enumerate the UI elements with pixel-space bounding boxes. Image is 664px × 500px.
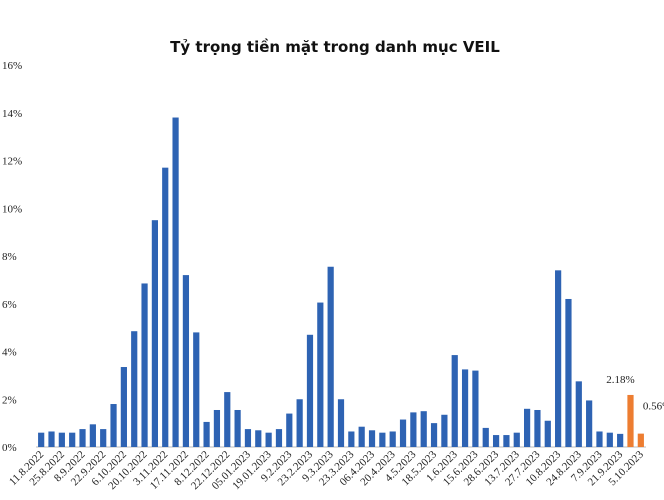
bar — [503, 435, 510, 447]
bar — [182, 275, 190, 447]
bar — [203, 421, 210, 447]
bar — [586, 400, 593, 447]
bar — [358, 426, 365, 447]
bar — [555, 270, 562, 447]
chart-title: Tỷ trọng tiền mặt trong danh mục VEIL — [170, 37, 500, 56]
bar — [172, 117, 179, 448]
bar — [513, 432, 520, 447]
bar — [162, 167, 169, 447]
bar — [348, 431, 355, 447]
bar — [224, 392, 231, 447]
bar — [110, 404, 117, 447]
bar — [38, 432, 45, 447]
y-tick-label: 16% — [2, 60, 22, 72]
bar — [286, 413, 293, 447]
bar — [275, 429, 283, 447]
bar — [193, 332, 200, 447]
y-tick-label: 8% — [2, 251, 17, 263]
data-label: 2.18% — [606, 374, 634, 386]
bar — [120, 367, 127, 447]
bar — [575, 381, 582, 447]
data-label: 0.56% — [643, 401, 664, 413]
bar — [151, 220, 158, 447]
y-tick-label: 14% — [2, 108, 22, 120]
bar — [79, 429, 86, 447]
bar — [265, 432, 272, 447]
bar — [131, 331, 138, 447]
bar — [399, 419, 407, 447]
bar — [606, 432, 613, 447]
bar — [337, 399, 345, 447]
bar — [637, 433, 644, 447]
y-tick-label: 12% — [2, 156, 22, 168]
y-tick-label: 10% — [2, 203, 22, 215]
bar — [482, 427, 489, 447]
bar — [234, 409, 241, 447]
bar — [69, 432, 76, 447]
bar — [430, 423, 438, 447]
bar — [89, 424, 96, 447]
bar — [379, 432, 386, 447]
bar — [48, 431, 55, 447]
bar — [58, 432, 65, 447]
bar — [306, 334, 314, 447]
y-tick-label: 6% — [2, 299, 17, 311]
bar — [420, 411, 427, 447]
bar — [627, 394, 634, 447]
bar — [461, 369, 469, 447]
bar — [255, 430, 262, 447]
bar — [244, 429, 252, 447]
y-tick-label: 0% — [2, 442, 17, 454]
bar — [617, 433, 624, 447]
bar — [565, 298, 572, 447]
bar — [141, 283, 148, 447]
bar — [472, 370, 479, 447]
bar — [368, 430, 376, 447]
bar — [410, 412, 417, 447]
bar — [327, 266, 334, 447]
y-tick-label: 4% — [2, 347, 17, 359]
bar — [100, 429, 107, 447]
bar — [389, 431, 396, 447]
bar — [596, 431, 603, 447]
bar — [544, 420, 551, 447]
bar — [441, 414, 448, 447]
bar — [492, 435, 500, 447]
bar — [317, 302, 324, 447]
bar — [296, 399, 303, 447]
bar — [534, 409, 541, 447]
y-tick-label: 2% — [2, 394, 17, 406]
bar — [451, 355, 458, 447]
bar — [524, 408, 531, 447]
bar — [213, 409, 221, 447]
